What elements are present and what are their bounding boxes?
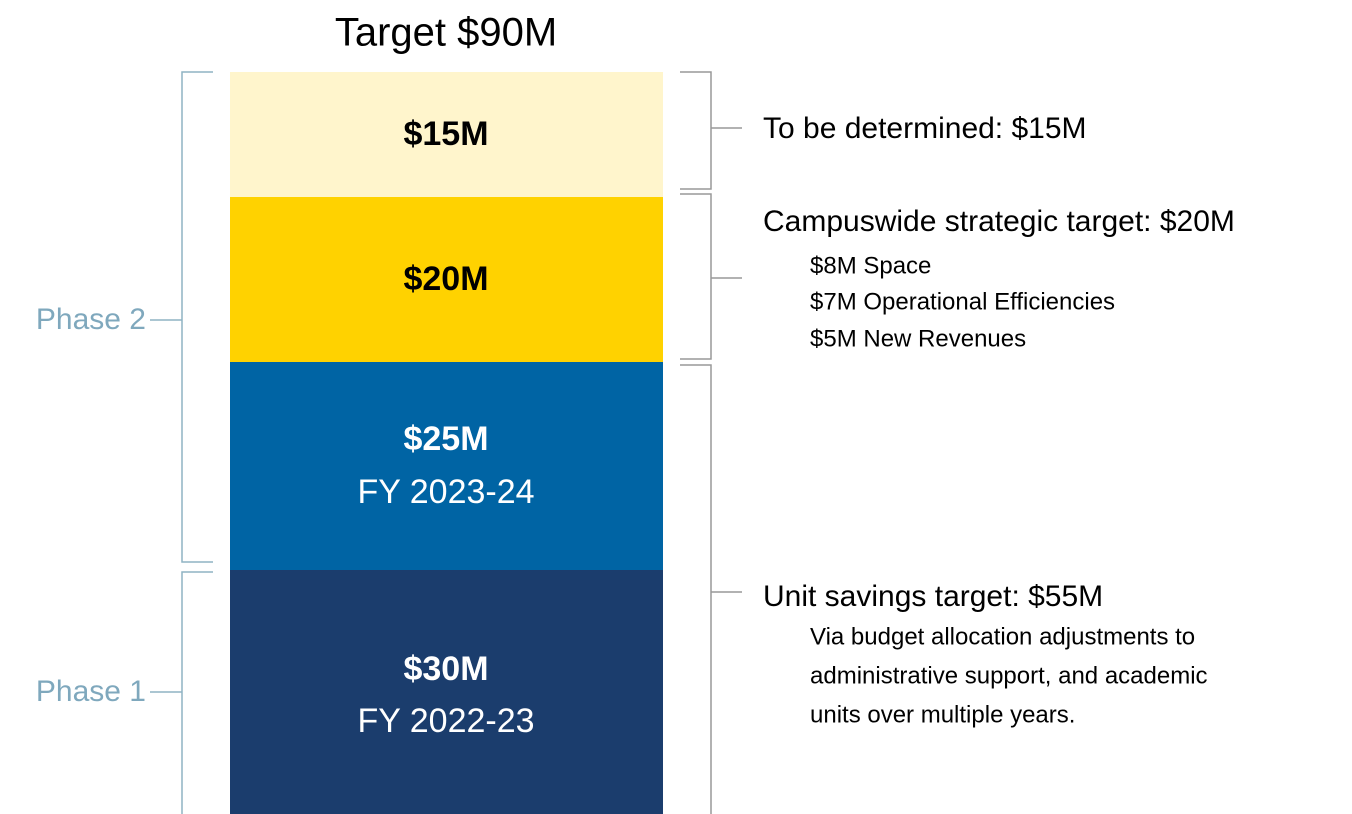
bracket [680,71,742,190]
segment [230,570,663,814]
segment-label: $30M [403,650,488,688]
note-line: $7M Operational Efficiencies [810,288,1115,315]
phase-label: Phase 1 [36,675,146,708]
bracket [150,571,213,814]
note-line: $5M New Revenues [810,325,1026,352]
segment-sublabel: FY 2022-23 [357,702,534,740]
note-title: Campuswide strategic target: $20M [763,205,1235,238]
note-line: units over multiple years. [810,701,1075,728]
note-title: Unit savings target: $55M [763,580,1103,613]
segment-label: $25M [403,420,488,458]
bracket [680,193,742,360]
phase-label: Phase 2 [36,303,146,336]
title: Target $90M [335,11,557,55]
segment [230,72,663,197]
segment-label: $20M [403,260,488,298]
bracket [680,364,742,814]
note-title: To be determined: $15M [763,112,1087,145]
segment-sublabel: FY 2023-24 [357,473,534,511]
segment-label: $15M [403,115,488,153]
bracket [150,71,213,563]
note-line: $8M Space [810,252,931,279]
note-line: Via budget allocation adjustments to [810,623,1195,650]
segment [230,362,663,570]
segment [230,197,663,362]
note-line: administrative support, and academic [810,662,1208,689]
